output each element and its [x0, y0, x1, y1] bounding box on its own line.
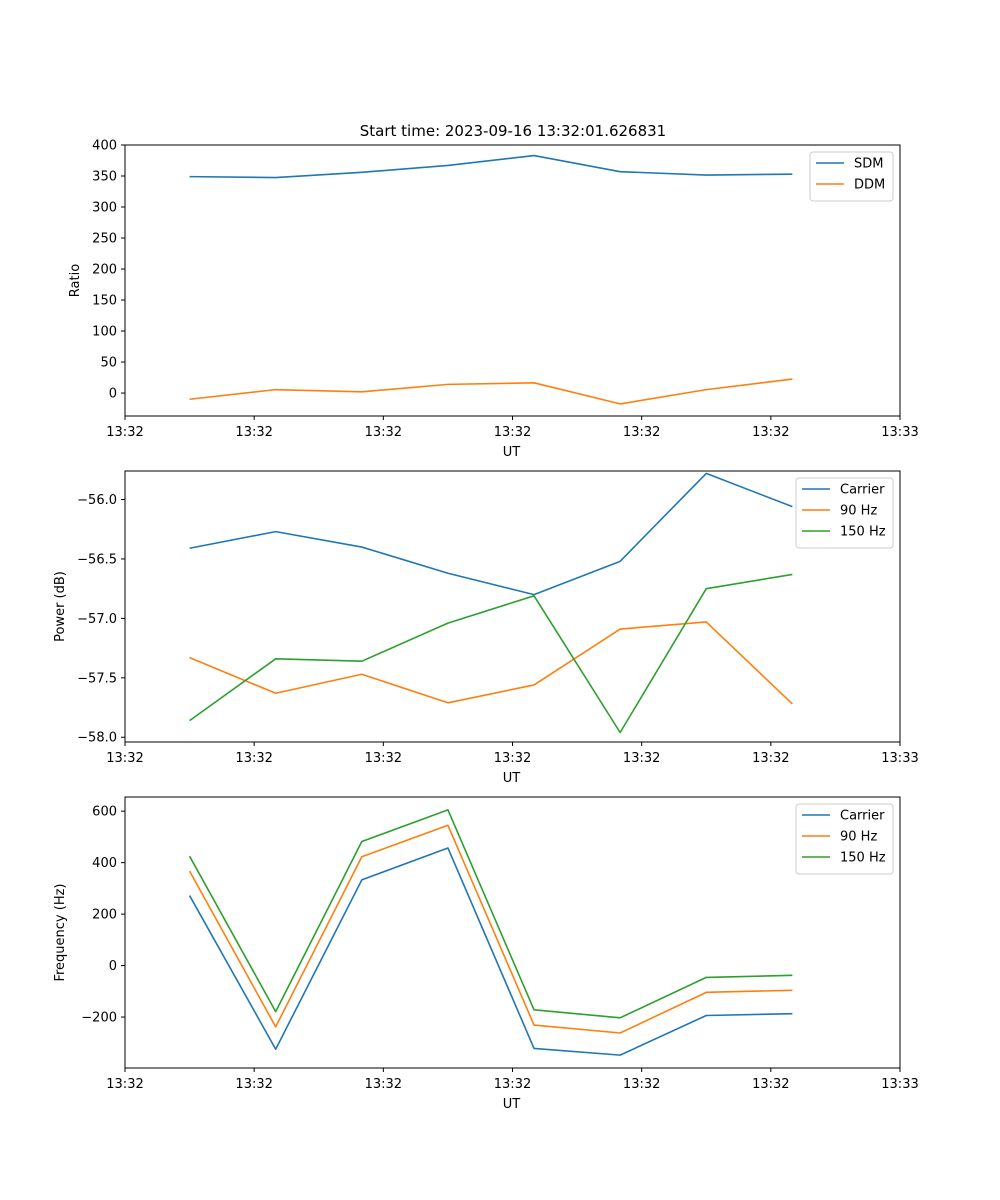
- power-legend-label-150-hz: 150 Hz: [840, 525, 886, 540]
- frequency-x-tick-label: 13:33: [881, 1077, 918, 1092]
- frequency-panel: 13:32 13:32 13:32 13:32 13:32 13:32 13:33 −200 0…: [53, 796, 919, 1112]
- ratio-panel: 13:32 13:32 13:32 13:32 13:32 13:32 13:33 0 50 10…: [68, 139, 919, 461]
- ratio-y-tick-label: 0: [109, 387, 117, 402]
- ratio-legend-label-ddm: DDM: [854, 178, 885, 193]
- frequency-series-carrier-line: [188, 847, 793, 1056]
- ratio-legend-label-sdm: SDM: [854, 157, 883, 172]
- ratio-y-tick-label: 250: [92, 232, 117, 247]
- ratio-legend-box: [809, 151, 894, 202]
- ratio-y-tick-label: 400: [92, 139, 117, 154]
- power-x-tick-label: 13:32: [235, 751, 272, 766]
- ratio-x-tick-label: 13:33: [881, 425, 918, 440]
- power-series-150-hz-line: [189, 573, 793, 734]
- power-panel: 13:32 13:32 13:32 13:32 13:32 13:32 13:33 −58.0…: [53, 470, 919, 786]
- frequency-legend-label-150-hz: 150 Hz: [840, 851, 886, 866]
- power-x-tick-label: 13:32: [494, 751, 531, 766]
- frequency-x-tick-label: 13:32: [235, 1077, 272, 1092]
- power-y-tick-label: −57.5: [77, 671, 117, 686]
- ratio-y-tick-label: 300: [92, 201, 117, 216]
- power-y-tick-label: −58.0: [77, 731, 117, 746]
- frequency-legend-label-90-hz: 90 Hz: [840, 830, 877, 845]
- frequency-series-90-hz-line: [188, 824, 793, 1034]
- power-y-axis-label: Power (dB): [53, 571, 68, 642]
- ratio-x-tick-label: 13:32: [623, 425, 660, 440]
- power-x-tick-label: 13:32: [106, 751, 143, 766]
- ratio-x-axis-label: UT: [503, 445, 521, 460]
- frequency-y-tick-label: 0: [109, 959, 117, 974]
- frequency-x-tick-label: 13:32: [752, 1077, 789, 1092]
- power-x-tick-label: 13:32: [623, 751, 660, 766]
- ratio-series-ddm-line: [189, 378, 793, 405]
- frequency-y-axis-label: Frequency (Hz): [53, 883, 68, 981]
- ratio-y-tick-label: 150: [92, 294, 117, 309]
- power-x-tick-label: 13:33: [881, 751, 918, 766]
- frequency-x-tick-label: 13:32: [106, 1077, 143, 1092]
- frequency-y-tick-label: 600: [92, 805, 117, 820]
- power-series-carrier-line: [189, 472, 793, 596]
- ratio-y-axis-label: Ratio: [68, 264, 83, 297]
- power-y-tick-label: −57.0: [77, 612, 117, 627]
- ratio-x-tick-label: 13:32: [235, 425, 272, 440]
- frequency-y-tick-label: −200: [81, 1011, 117, 1026]
- figure-title: Start time: 2023-09-16 13:32:01.626831: [360, 122, 666, 140]
- frequency-x-tick-label: 13:32: [365, 1077, 402, 1092]
- ratio-y-tick-label: 50: [100, 356, 117, 371]
- frequency-y-tick-label: 400: [92, 856, 117, 871]
- frequency-y-tick-label: 200: [92, 908, 117, 923]
- ratio-x-tick-label: 13:32: [752, 425, 789, 440]
- power-series-90-hz-line: [189, 621, 793, 705]
- power-y-tick-label: −56.0: [77, 493, 117, 508]
- frequency-series-150-hz-line: [188, 809, 793, 1019]
- ratio-x-tick-label: 13:32: [106, 425, 143, 440]
- ratio-series-sdm-line: [189, 154, 793, 179]
- ratio-y-tick-label: 200: [92, 263, 117, 278]
- frequency-x-axis-label: UT: [503, 1097, 521, 1112]
- ratio-y-tick-label: 100: [92, 325, 117, 340]
- ratio-x-tick-label: 13:32: [494, 425, 531, 440]
- power-x-tick-label: 13:32: [752, 751, 789, 766]
- power-legend-label-carrier: Carrier: [840, 483, 885, 498]
- power-y-tick-label: −56.5: [77, 552, 117, 567]
- power-x-axis-label: UT: [503, 771, 521, 786]
- ratio-x-tick-label: 13:32: [365, 425, 402, 440]
- frequency-legend-label-carrier: Carrier: [840, 809, 885, 824]
- power-legend-label-90-hz: 90 Hz: [840, 504, 877, 519]
- power-x-tick-label: 13:32: [365, 751, 402, 766]
- frequency-x-tick-label: 13:32: [494, 1077, 531, 1092]
- ratio-y-tick-label: 350: [92, 170, 117, 185]
- frequency-x-tick-label: 13:32: [623, 1077, 660, 1092]
